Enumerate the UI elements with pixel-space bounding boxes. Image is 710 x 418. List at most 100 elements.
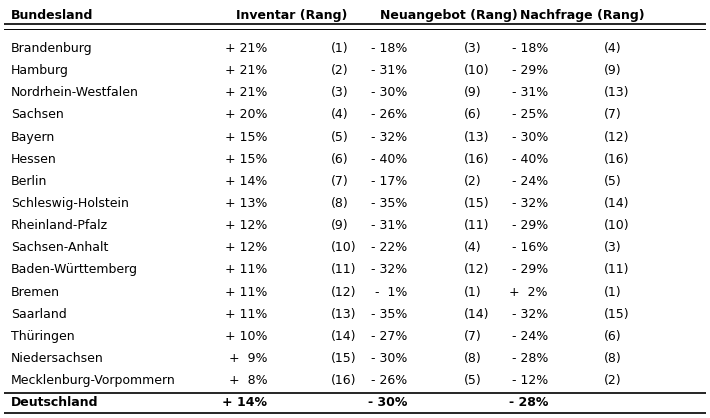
Text: - 31%: - 31%: [371, 219, 408, 232]
Text: (11): (11): [464, 219, 489, 232]
Text: Bremen: Bremen: [11, 285, 60, 298]
Text: (4): (4): [604, 42, 622, 55]
Text: (15): (15): [464, 197, 489, 210]
Text: Thüringen: Thüringen: [11, 330, 75, 343]
Text: (11): (11): [330, 263, 356, 276]
Text: Nordrhein-Westfalen: Nordrhein-Westfalen: [11, 86, 139, 99]
Text: (9): (9): [464, 86, 481, 99]
Text: + 12%: + 12%: [225, 219, 267, 232]
Text: (7): (7): [604, 108, 622, 121]
Text: (15): (15): [330, 352, 356, 365]
Text: Niedersachsen: Niedersachsen: [11, 352, 104, 365]
Text: (3): (3): [604, 241, 622, 254]
Text: Bayern: Bayern: [11, 130, 55, 143]
Text: - 29%: - 29%: [512, 64, 548, 77]
Text: - 32%: - 32%: [371, 130, 408, 143]
Text: + 11%: + 11%: [225, 285, 267, 298]
Text: - 31%: - 31%: [371, 64, 408, 77]
Text: (13): (13): [464, 130, 489, 143]
Text: (6): (6): [330, 153, 348, 166]
Text: (16): (16): [330, 374, 356, 387]
Text: (11): (11): [604, 263, 630, 276]
Text: - 16%: - 16%: [512, 241, 548, 254]
Text: - 12%: - 12%: [512, 374, 548, 387]
Text: - 26%: - 26%: [371, 108, 408, 121]
Text: - 30%: - 30%: [368, 396, 408, 409]
Text: Hamburg: Hamburg: [11, 64, 69, 77]
Text: - 18%: - 18%: [512, 42, 548, 55]
Text: Mecklenburg-Vorpommern: Mecklenburg-Vorpommern: [11, 374, 176, 387]
Text: (4): (4): [464, 241, 481, 254]
Text: (14): (14): [604, 197, 630, 210]
Text: Deutschland: Deutschland: [11, 396, 99, 409]
Text: - 30%: - 30%: [371, 352, 408, 365]
Text: (14): (14): [330, 330, 356, 343]
Text: - 35%: - 35%: [371, 197, 408, 210]
Text: - 27%: - 27%: [371, 330, 408, 343]
Text: (9): (9): [330, 219, 348, 232]
Text: +  8%: + 8%: [229, 374, 267, 387]
Text: (10): (10): [604, 219, 630, 232]
Text: (8): (8): [464, 352, 481, 365]
Text: Nachfrage (Rang): Nachfrage (Rang): [520, 9, 645, 22]
Text: (5): (5): [604, 175, 622, 188]
Text: Sachsen-Anhalt: Sachsen-Anhalt: [11, 241, 109, 254]
Text: (5): (5): [330, 130, 348, 143]
Text: (13): (13): [604, 86, 630, 99]
Text: (16): (16): [464, 153, 489, 166]
Text: (2): (2): [330, 64, 348, 77]
Text: (7): (7): [464, 330, 481, 343]
Text: + 12%: + 12%: [225, 241, 267, 254]
Text: - 40%: - 40%: [512, 153, 548, 166]
Text: (4): (4): [330, 108, 348, 121]
Text: (6): (6): [604, 330, 622, 343]
Text: - 25%: - 25%: [512, 108, 548, 121]
Text: - 30%: - 30%: [371, 86, 408, 99]
Text: -  1%: - 1%: [376, 285, 408, 298]
Text: - 24%: - 24%: [512, 175, 548, 188]
Text: Brandenburg: Brandenburg: [11, 42, 93, 55]
Text: (8): (8): [330, 197, 348, 210]
Text: + 15%: + 15%: [225, 153, 267, 166]
Text: - 24%: - 24%: [512, 330, 548, 343]
Text: Sachsen: Sachsen: [11, 108, 64, 121]
Text: (2): (2): [464, 175, 481, 188]
Text: (8): (8): [604, 352, 622, 365]
Text: (1): (1): [604, 285, 622, 298]
Text: Berlin: Berlin: [11, 175, 48, 188]
Text: - 28%: - 28%: [512, 352, 548, 365]
Text: Rheinland-Pfalz: Rheinland-Pfalz: [11, 219, 109, 232]
Text: (2): (2): [604, 374, 622, 387]
Text: (12): (12): [330, 285, 356, 298]
Text: Bundesland: Bundesland: [11, 9, 94, 22]
Text: Inventar (Rang): Inventar (Rang): [236, 9, 347, 22]
Text: (16): (16): [604, 153, 630, 166]
Text: - 32%: - 32%: [512, 308, 548, 321]
Text: + 21%: + 21%: [225, 86, 267, 99]
Text: (10): (10): [330, 241, 356, 254]
Text: - 35%: - 35%: [371, 308, 408, 321]
Text: - 31%: - 31%: [512, 86, 548, 99]
Text: (13): (13): [330, 308, 356, 321]
Text: + 21%: + 21%: [225, 64, 267, 77]
Text: - 30%: - 30%: [512, 130, 548, 143]
Text: Schleswig-Holstein: Schleswig-Holstein: [11, 197, 129, 210]
Text: - 18%: - 18%: [371, 42, 408, 55]
Text: Baden-Württemberg: Baden-Württemberg: [11, 263, 138, 276]
Text: +  2%: + 2%: [510, 285, 548, 298]
Text: - 26%: - 26%: [371, 374, 408, 387]
Text: + 11%: + 11%: [225, 308, 267, 321]
Text: - 29%: - 29%: [512, 263, 548, 276]
Text: Neuangebot (Rang): Neuangebot (Rang): [380, 9, 518, 22]
Text: (10): (10): [464, 64, 489, 77]
Text: - 17%: - 17%: [371, 175, 408, 188]
Text: (12): (12): [464, 263, 489, 276]
Text: + 21%: + 21%: [225, 42, 267, 55]
Text: (3): (3): [464, 42, 481, 55]
Text: (1): (1): [464, 285, 481, 298]
Text: + 11%: + 11%: [225, 263, 267, 276]
Text: + 10%: + 10%: [225, 330, 267, 343]
Text: (7): (7): [330, 175, 348, 188]
Text: (14): (14): [464, 308, 489, 321]
Text: (9): (9): [604, 64, 622, 77]
